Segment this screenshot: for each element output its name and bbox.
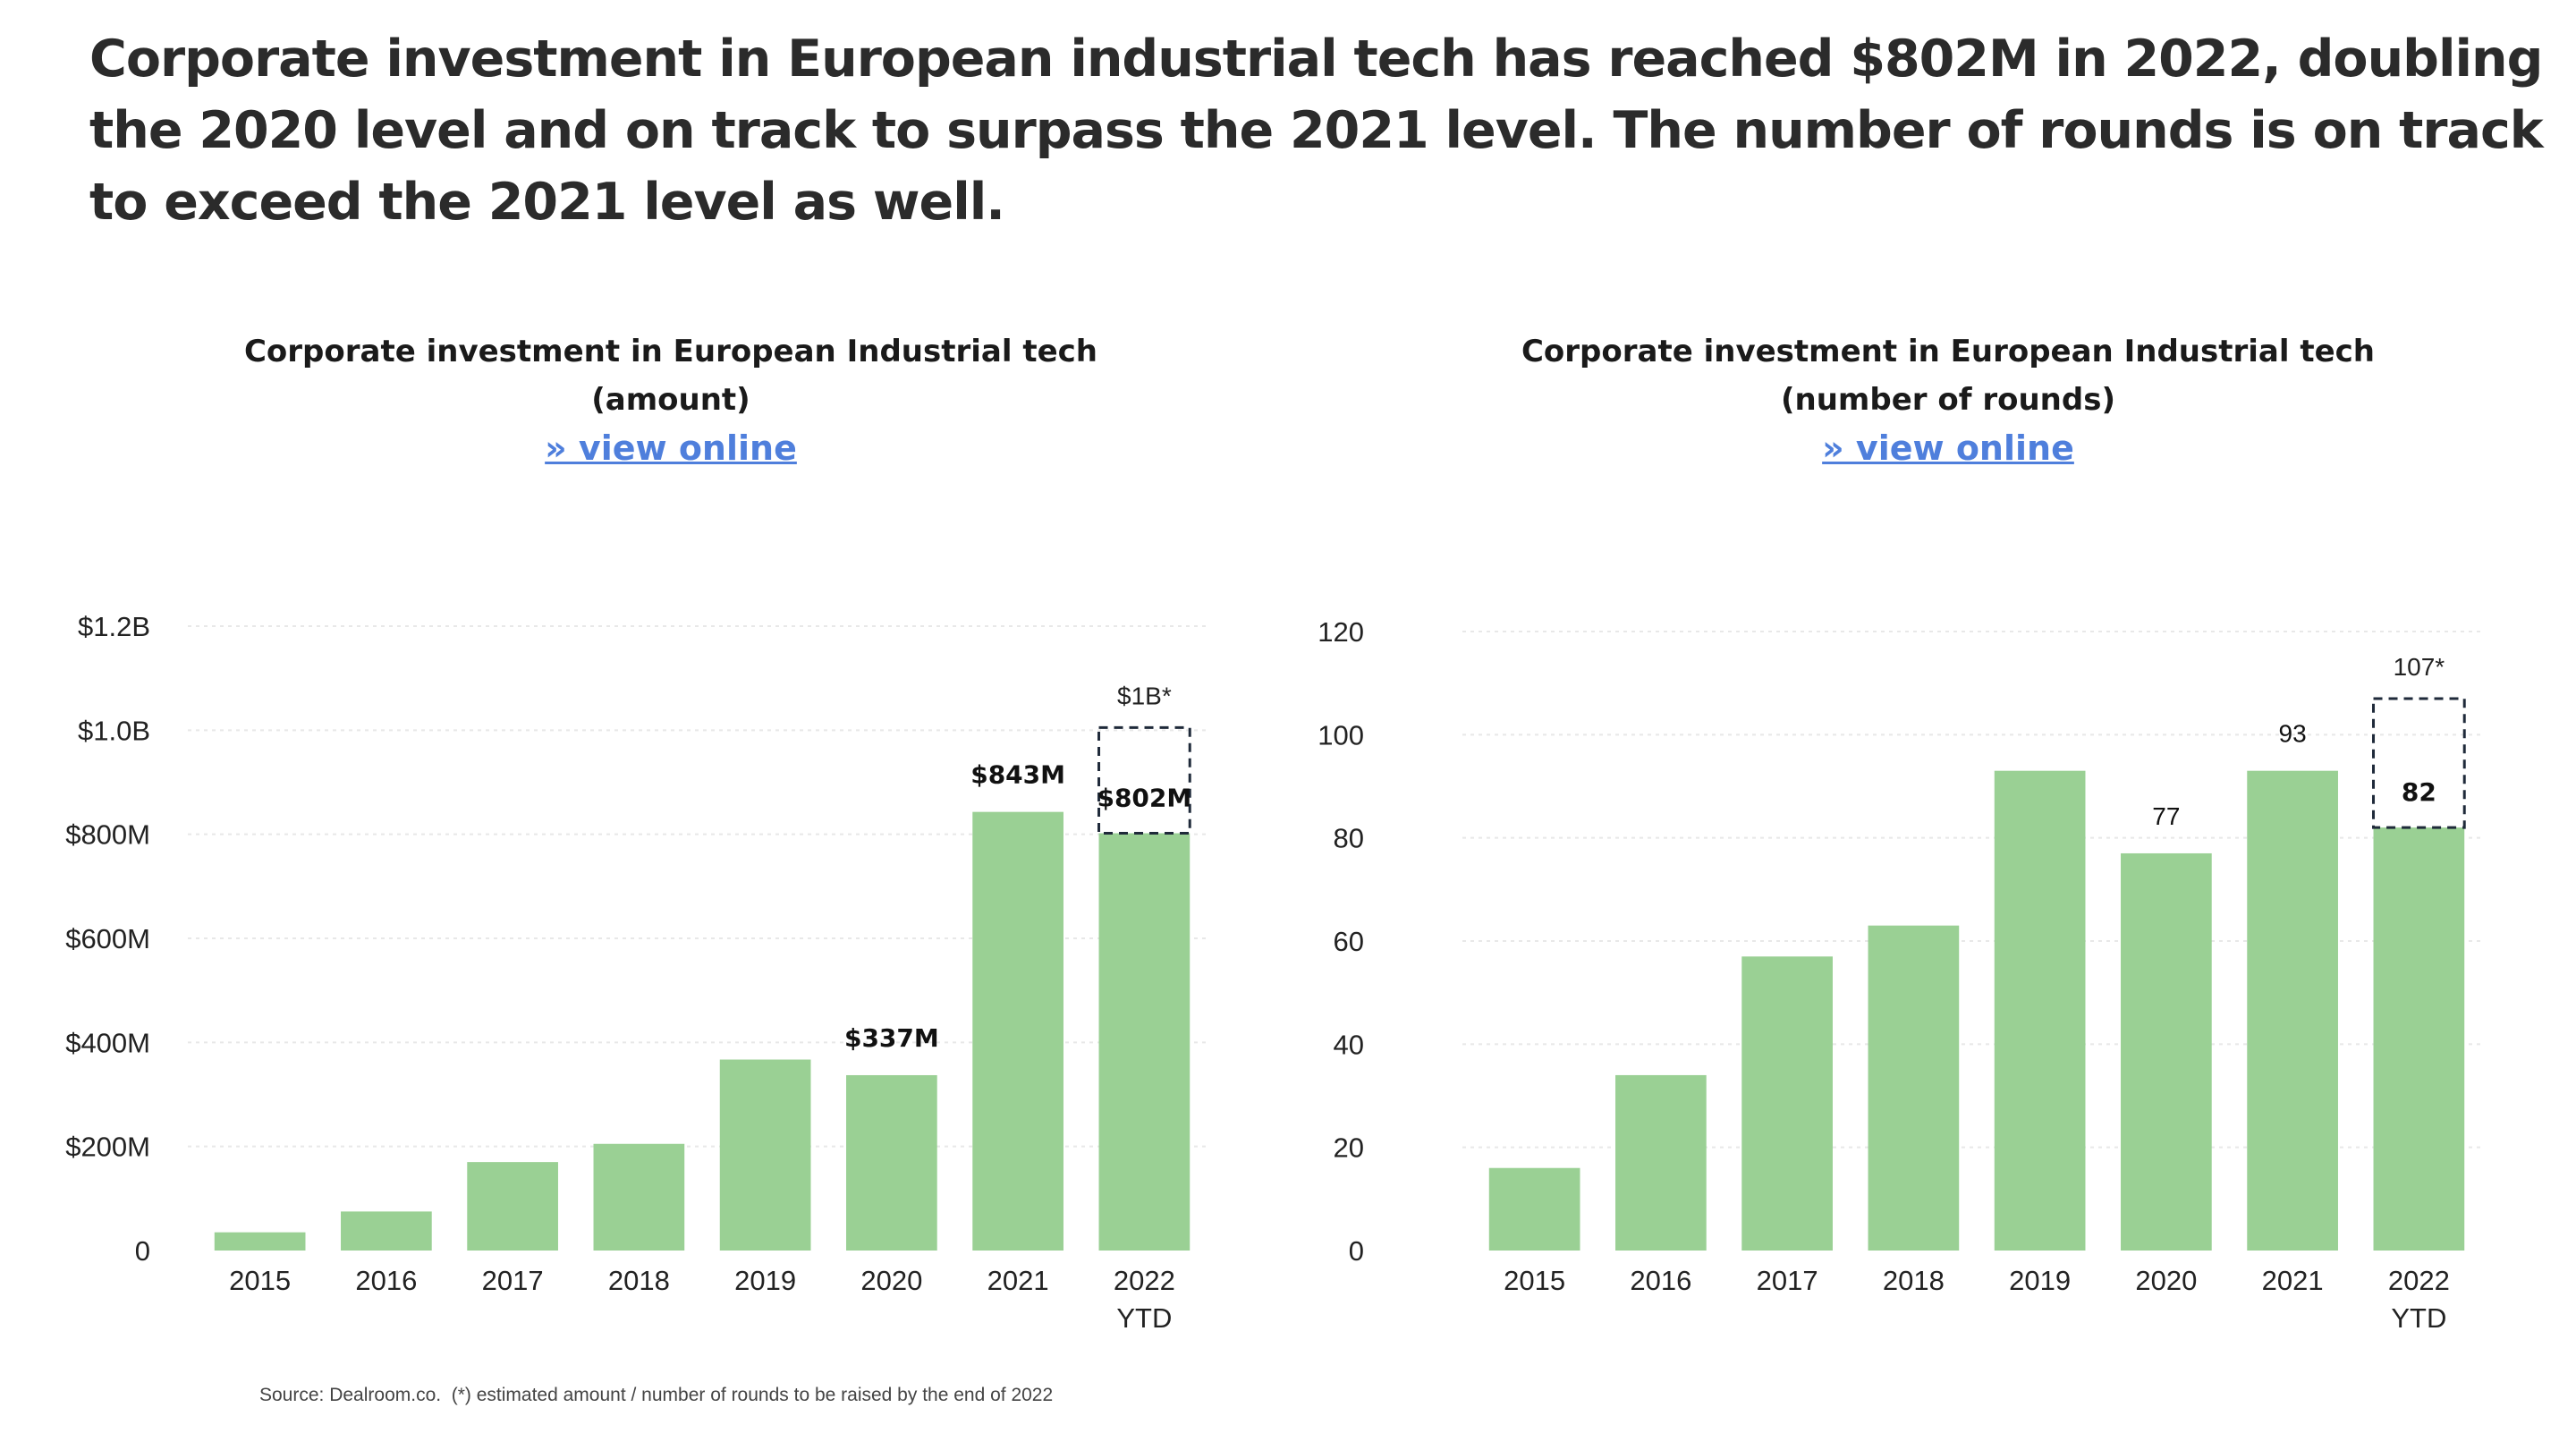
- estimate-outline: [2372, 697, 2466, 829]
- bar: [719, 1059, 811, 1251]
- data-label: $802M: [1097, 784, 1191, 813]
- y-tick-label: $1.2B: [78, 611, 150, 642]
- bar: [593, 1143, 685, 1251]
- data-label: 77: [2152, 802, 2180, 830]
- bar: [467, 1162, 558, 1251]
- y-tick-label: $400M: [65, 1027, 150, 1058]
- x-tick-label: 2019: [2009, 1265, 2071, 1296]
- bar-chart-rounds: 0 20 40 60 80 100 120 107* 77 93 82 2015 2016 2017 201…: [1318, 616, 2482, 1334]
- data-label: 82: [2402, 777, 2436, 807]
- y-tick-label: $600M: [65, 923, 150, 954]
- y-tick-label: $800M: [65, 819, 150, 851]
- bar: [1615, 1074, 1707, 1251]
- chart-title-rounds: Corporate investment in European Industr…: [1501, 327, 2395, 474]
- y-tick-label: 0: [135, 1235, 150, 1267]
- chart-title-line2: (amount): [591, 382, 750, 418]
- y-tick-label: $1.0B: [78, 715, 150, 746]
- x-tick-label: 2019: [734, 1265, 796, 1296]
- bar: [1488, 1167, 1580, 1251]
- x-tick-label: 2018: [1883, 1265, 1945, 1296]
- y-tick-label: 20: [1334, 1132, 1364, 1164]
- estimate-label: $1B*: [1117, 682, 1172, 709]
- data-label: $843M: [970, 760, 1065, 790]
- bar: [1868, 925, 1960, 1251]
- bar: [2373, 827, 2465, 1251]
- y-tick-label: 120: [1318, 616, 1364, 648]
- chart-title-amount: Corporate investment in European Industr…: [224, 327, 1118, 474]
- chart-title-line1: Corporate investment in European Industr…: [243, 334, 1098, 369]
- x-tick-label: 2021: [2262, 1265, 2324, 1296]
- x-tick-label: 2017: [482, 1265, 544, 1296]
- bar: [1994, 770, 2086, 1251]
- bar: [2121, 852, 2212, 1251]
- bar: [2247, 770, 2338, 1251]
- y-tick-label: 0: [1349, 1235, 1364, 1267]
- data-label: 93: [2279, 720, 2307, 748]
- x-tick-label: 2022 YTD: [2388, 1265, 2450, 1334]
- chart-title-line2: (number of rounds): [1780, 382, 2116, 418]
- data-label: $337M: [844, 1023, 939, 1053]
- bar: [214, 1232, 306, 1251]
- y-tick-label: 100: [1318, 719, 1364, 750]
- y-tick-label: 60: [1334, 926, 1364, 957]
- x-tick-label: 2018: [608, 1265, 670, 1296]
- bar: [972, 811, 1063, 1251]
- y-tick-label: $200M: [65, 1132, 150, 1163]
- view-online-link-rounds[interactable]: » view online: [1822, 428, 2074, 468]
- x-tick-label: 2016: [1630, 1265, 1691, 1296]
- y-tick-label: 80: [1334, 823, 1364, 854]
- x-tick-label: 2015: [229, 1265, 291, 1296]
- x-tick-label: 2016: [355, 1265, 417, 1296]
- bar: [1741, 956, 1833, 1251]
- x-tick-label: 2021: [987, 1265, 1049, 1296]
- x-tick-label: 2020: [2135, 1265, 2197, 1296]
- bar-chart-amount: 0 $200M $400M $600M $800M $1.0B $1.2B $1B* $337M…: [65, 611, 1208, 1334]
- x-tick-label: 2022 YTD: [1114, 1265, 1175, 1334]
- x-tick-label: 2017: [1757, 1265, 1818, 1296]
- x-tick-label: 2015: [1504, 1265, 1565, 1296]
- y-tick-label: 40: [1334, 1029, 1364, 1060]
- headline: Corporate investment in European industr…: [89, 30, 2544, 232]
- bar: [341, 1211, 432, 1251]
- estimate-outline: [1097, 725, 1191, 835]
- source-note: Source: Dealroom.co. (*) estimated amoun…: [259, 1385, 1054, 1405]
- estimate-label: 107*: [2394, 653, 2445, 681]
- bar: [846, 1074, 937, 1251]
- x-tick-label: 2020: [860, 1265, 922, 1296]
- bar: [1098, 833, 1191, 1251]
- chart-title-line1: Corporate investment in European Industr…: [1521, 334, 2376, 369]
- view-online-link-amount[interactable]: » view online: [545, 428, 797, 468]
